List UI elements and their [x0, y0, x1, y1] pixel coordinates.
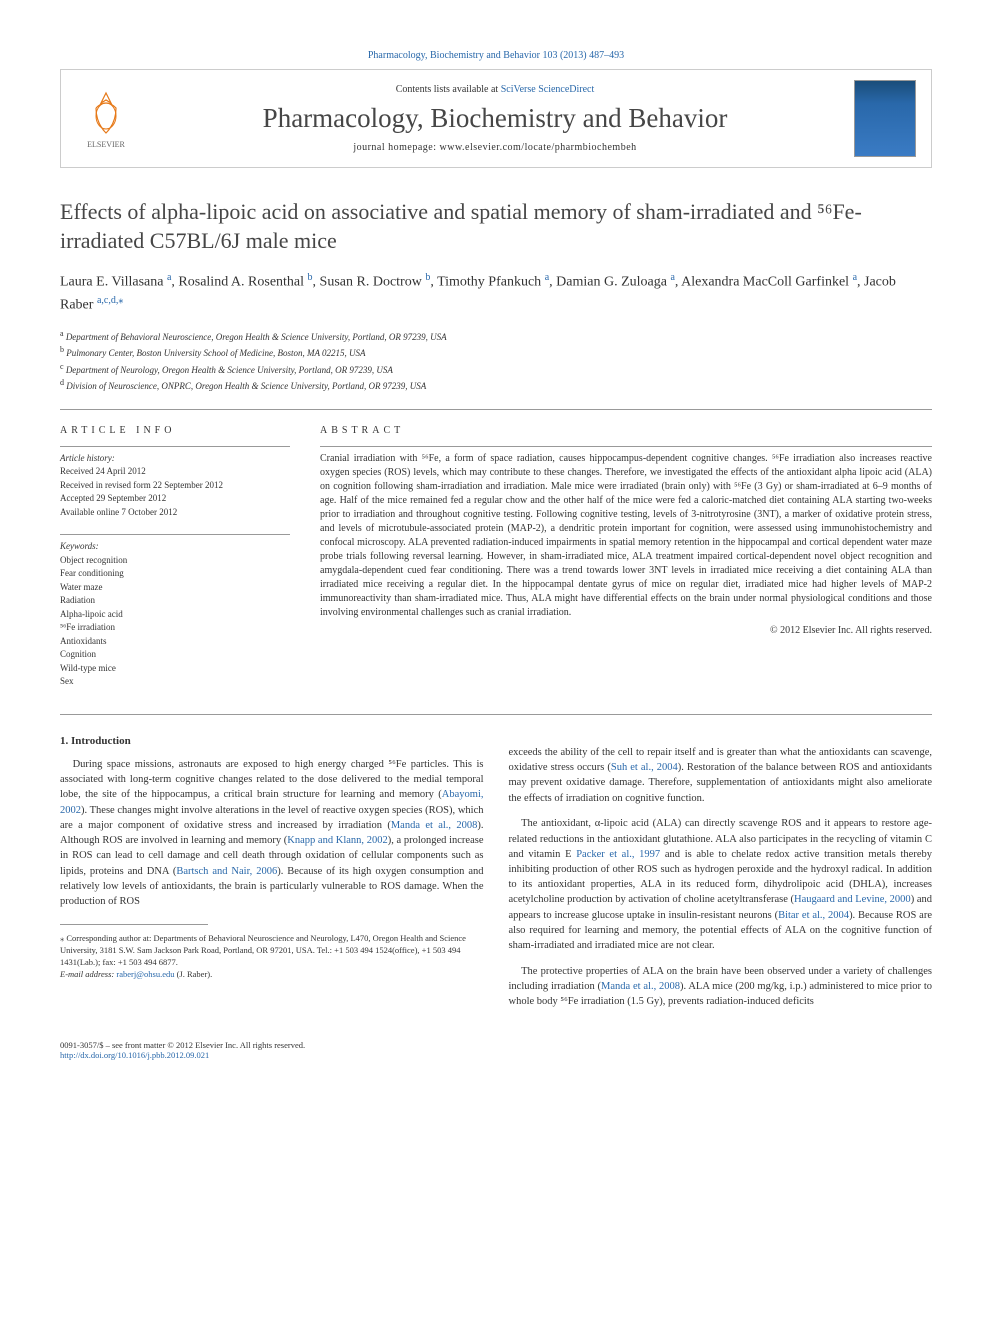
intro-para-1: During space missions, astronauts are ex… — [60, 757, 484, 909]
journal-cover-thumbnail — [854, 80, 916, 157]
author-list: Laura E. Villasana a, Rosalind A. Rosent… — [60, 270, 932, 315]
intro-para-2: exceeds the ability of the cell to repai… — [509, 745, 933, 806]
publisher-name: ELSEVIER — [87, 140, 125, 149]
abstract-column: ABSTRACT Cranial irradiation with ⁵⁶Fe, … — [320, 425, 932, 689]
keywords-block: Keywords: Object recognition Fear condit… — [60, 540, 290, 689]
article-history: Article history: Received 24 April 2012 … — [60, 452, 290, 520]
abstract-text: Cranial irradiation with ⁵⁶Fe, a form of… — [320, 452, 932, 620]
contents-list-line: Contents lists available at SciVerse Sci… — [136, 84, 854, 95]
citation-link[interactable]: Manda et al., 2008 — [391, 820, 478, 831]
article-info-heading: ARTICLE INFO — [60, 425, 290, 436]
journal-citation[interactable]: Pharmacology, Biochemistry and Behavior … — [60, 50, 932, 61]
page-footer: 0091-3057/$ – see front matter © 2012 El… — [60, 1040, 932, 1060]
right-column: exceeds the ability of the cell to repai… — [509, 735, 933, 1021]
divider — [60, 714, 932, 715]
issn-line: 0091-3057/$ – see front matter © 2012 El… — [60, 1040, 305, 1050]
footnote-divider — [60, 924, 208, 925]
doi-link[interactable]: http://dx.doi.org/10.1016/j.pbb.2012.09.… — [60, 1050, 305, 1060]
journal-homepage: journal homepage: www.elsevier.com/locat… — [136, 142, 854, 153]
abstract-heading: ABSTRACT — [320, 425, 932, 436]
journal-title: Pharmacology, Biochemistry and Behavior — [136, 103, 854, 134]
email-link[interactable]: raberj@ohsu.edu — [116, 969, 174, 979]
section-heading: 1. Introduction — [60, 735, 484, 747]
citation-link[interactable]: Suh et al., 2004 — [611, 762, 678, 773]
citation-link[interactable]: Bartsch and Nair, 2006 — [176, 866, 277, 877]
left-column: 1. Introduction During space missions, a… — [60, 735, 484, 1021]
body-columns: 1. Introduction During space missions, a… — [60, 735, 932, 1021]
article-info-column: ARTICLE INFO Article history: Received 2… — [60, 425, 290, 689]
publisher-logo: ELSEVIER — [76, 86, 136, 151]
article-title: Effects of alpha-lipoic acid on associat… — [60, 198, 932, 255]
citation-link[interactable]: Manda et al., 2008 — [601, 981, 680, 992]
abstract-copyright: © 2012 Elsevier Inc. All rights reserved… — [320, 625, 932, 636]
divider — [60, 409, 932, 410]
affil-link-acd[interactable]: a,c,d, — [97, 295, 118, 306]
divider — [60, 446, 290, 447]
corresponding-marker[interactable]: ⁎ — [118, 295, 123, 306]
affiliation-list: a Department of Behavioral Neuroscience,… — [60, 328, 932, 394]
citation-link[interactable]: Knapp and Klann, 2002 — [287, 835, 387, 846]
journal-header: ELSEVIER Contents lists available at Sci… — [60, 69, 932, 168]
citation-link[interactable]: Haugaard and Levine, 2000 — [794, 894, 911, 905]
intro-para-4: The protective properties of ALA on the … — [509, 964, 933, 1010]
divider — [60, 534, 290, 535]
citation-link[interactable]: Packer et al., 1997 — [576, 849, 660, 860]
scidirect-link[interactable]: SciVerse ScienceDirect — [501, 84, 595, 95]
divider — [320, 446, 932, 447]
intro-para-3: The antioxidant, α-lipoic acid (ALA) can… — [509, 816, 933, 953]
citation-link[interactable]: Bitar et al., 2004 — [778, 910, 849, 921]
corresponding-footnote: ⁎ Corresponding author at: Departments o… — [60, 933, 484, 981]
